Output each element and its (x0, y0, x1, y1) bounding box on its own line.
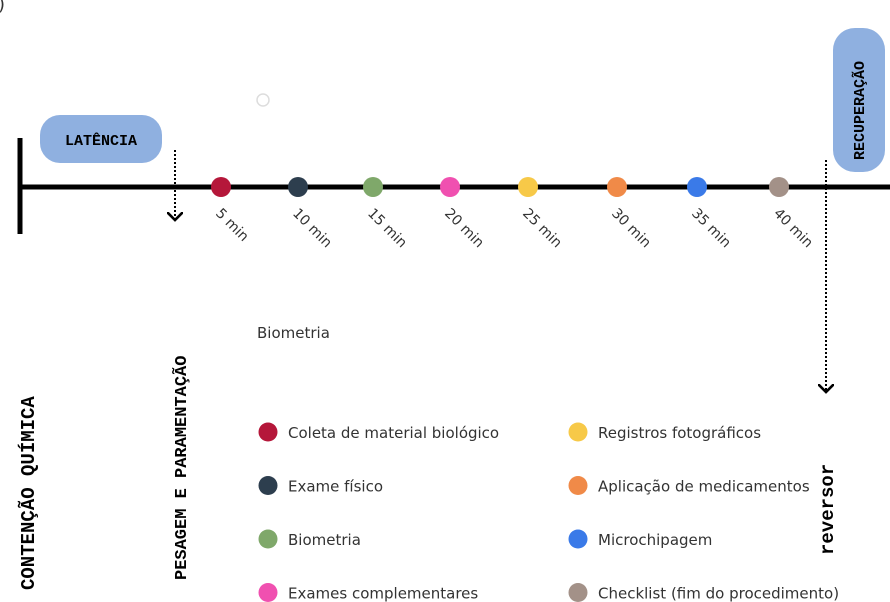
event-label: 40 min (770, 206, 816, 252)
legend: Coleta de material biológico Exame físico… (258, 422, 839, 602)
left-marker: CONTENÇÃO QUÍMICA (18, 396, 40, 590)
event-label: 35 min (688, 206, 734, 252)
event-dot (288, 177, 308, 197)
event-dot (211, 177, 231, 197)
recovery-label: RECUPERAÇÃO (851, 61, 869, 160)
legend-dot (258, 583, 278, 602)
reversal-label: reversor (817, 464, 839, 555)
legend-label: Registros fotográficos (598, 424, 761, 442)
legend-dot (258, 529, 278, 549)
latency-pill (40, 115, 162, 163)
note: Biometria (257, 324, 330, 342)
event-label: 5 min (212, 206, 251, 245)
legend-dot (258, 422, 278, 442)
event-label: 20 min (441, 206, 487, 252)
prep-label: PESAGEM E PARAMENTAÇÃO (172, 356, 192, 580)
legend-label: Exames complementares (288, 585, 478, 602)
legend-label: Checklist (fim do procedimento) (598, 585, 839, 602)
legend-label: Microchipagem (598, 531, 712, 549)
latency-label: LATÊNCIA (65, 132, 137, 150)
legend-label: Aplicação de medicamentos (598, 478, 810, 496)
legend-label: Biometria (288, 531, 361, 549)
legend-dot (568, 476, 588, 495)
legend-dot (568, 422, 588, 442)
event-label: 15 min (364, 206, 410, 252)
event-label: 10 min (289, 206, 335, 252)
recovery-pill (833, 28, 885, 172)
event-dot (363, 177, 383, 197)
decor-circle (256, 93, 270, 107)
event-label: 25 min (519, 206, 565, 252)
event-dot (769, 177, 789, 197)
event-dot (607, 177, 627, 197)
legend-dot (568, 529, 588, 549)
legend-label: Exame físico (288, 478, 383, 496)
event-dot (440, 177, 460, 197)
legend-label: Coleta de material biológico (288, 424, 499, 442)
event-label: 30 min (608, 206, 654, 252)
legend-dot (258, 476, 278, 495)
event-dot (518, 177, 538, 197)
event-dot (687, 177, 707, 197)
legend-dot (568, 583, 588, 602)
corner-mark: ) (0, 0, 5, 15)
